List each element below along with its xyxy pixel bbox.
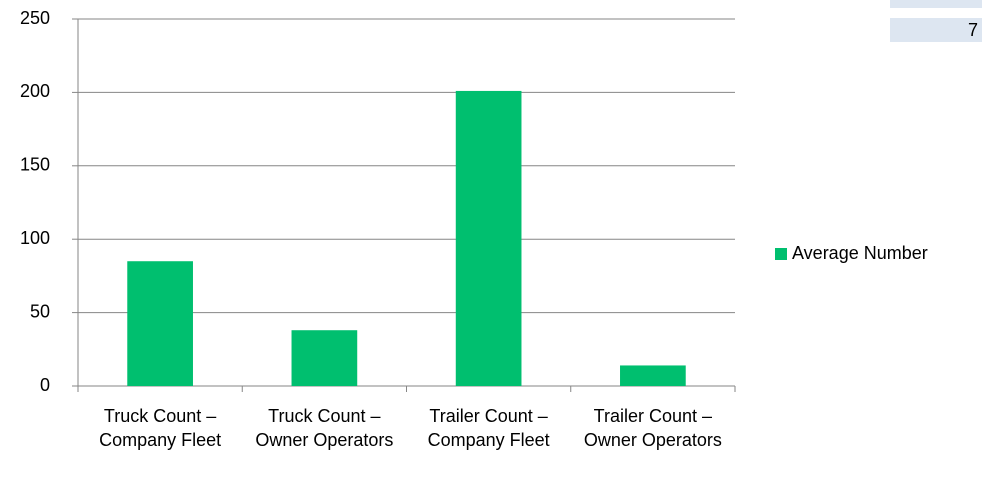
y-tick-label: 50 — [30, 301, 50, 321]
bar — [291, 330, 358, 386]
x-tick-label: Trailer Count – Owner Operators — [583, 406, 722, 450]
legend-swatch — [775, 248, 787, 260]
y-tick-label: 0 — [40, 375, 50, 395]
bar — [455, 90, 522, 386]
y-tick-label: 150 — [20, 155, 50, 175]
y-tick-label: 100 — [20, 228, 50, 248]
table-fragment-cell: 7 — [890, 18, 982, 42]
legend-label: Average Number — [792, 243, 928, 263]
x-tick-label: Trailer Count – Company Fleet — [427, 406, 550, 450]
bar — [620, 365, 686, 386]
x-tick-label: Truck Count – Owner Operators — [255, 406, 394, 450]
y-tick-label: 200 — [20, 81, 50, 101]
bar — [127, 261, 193, 386]
y-tick-label: 250 — [20, 8, 50, 28]
x-tick-label: Truck Count – Company Fleet — [99, 406, 222, 450]
table-fragment-row — [890, 0, 982, 9]
